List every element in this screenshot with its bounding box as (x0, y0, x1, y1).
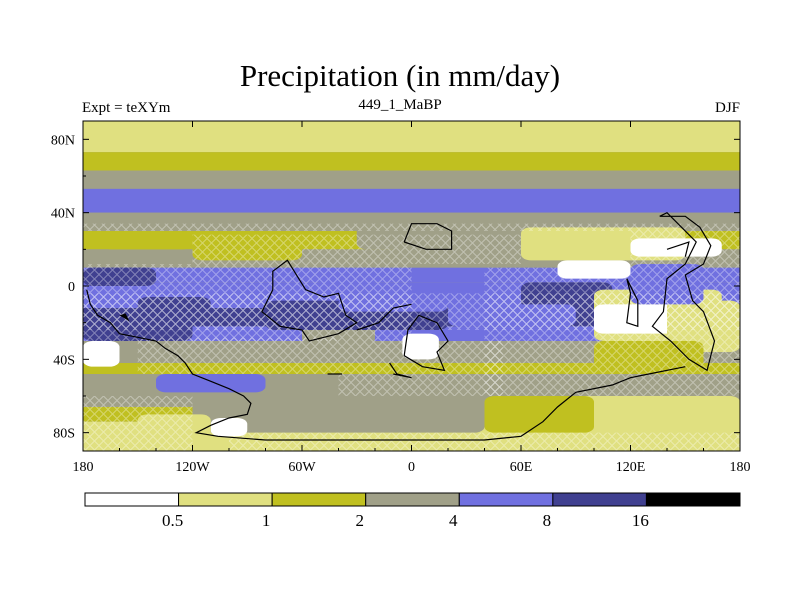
map-field (83, 121, 740, 451)
colorbar-label-3: 4 (449, 511, 458, 530)
coastline-3 (403, 314, 449, 372)
coastline-0 (86, 289, 686, 441)
precip-band-4 (83, 188, 740, 213)
significance-hatching-5 (484, 267, 740, 396)
coastline-7 (651, 211, 716, 372)
chart-title: Precipitation (in mm/day) (239, 58, 561, 93)
x-tick-label-2: 60W (288, 460, 316, 475)
precip-patch-14 (101, 231, 193, 250)
significance-hatching-4 (338, 341, 503, 396)
colorbar-label-2: 2 (355, 511, 364, 530)
coastline-6 (626, 278, 639, 328)
x-tick-label-1: 120W (175, 460, 210, 475)
y-tick-label-1: 40N (51, 207, 75, 222)
coastline-8 (666, 241, 690, 257)
precip-band-3 (83, 170, 740, 189)
significance-hatching-2 (137, 337, 339, 374)
significance-hatching-1 (83, 264, 412, 341)
significance-hatching-3 (192, 234, 521, 264)
significance-hatching-9 (83, 223, 740, 231)
precip-patch-13 (484, 396, 594, 433)
significance-hatching-8 (630, 231, 740, 268)
coastline-4 (389, 362, 412, 379)
y-tick-label-3: 40S (53, 353, 75, 368)
precip-patch-0 (83, 341, 120, 367)
colorbar: 0.5 1 2 4 8 16 (84, 492, 741, 530)
season-label: DJF (714, 100, 740, 116)
x-tick-label-3: 0 (408, 460, 415, 475)
colorbar-swatch-5 (552, 492, 647, 507)
experiment-label: Expt = teXYm (82, 100, 171, 116)
x-tick-label-6: 180 (730, 460, 751, 475)
y-tick-label-0: 80N (51, 133, 75, 148)
significance-hatching-6 (83, 396, 193, 451)
colorbar-label-1: 1 (262, 511, 271, 530)
colorbar-label-0: 0.5 (162, 511, 183, 530)
colorbar-swatch-0 (84, 492, 180, 507)
colorbar-swatch-4 (458, 492, 554, 507)
y-tick-label-4: 80S (53, 427, 75, 442)
map-axes: 180 120W 60W 0 60E 120E 180 80N 40N 0 40S 80S (51, 121, 751, 475)
colorbar-swatch-6 (645, 492, 741, 507)
wind-marker (119, 313, 130, 322)
precip-band-1 (83, 132, 740, 153)
precip-patch-9 (192, 396, 485, 433)
precip-patch-12 (557, 396, 740, 444)
colorbar-label-4: 8 (543, 511, 552, 530)
colorbar-swatch-2 (271, 492, 367, 507)
colorbar-label-5: 16 (632, 511, 649, 530)
coastline-1 (261, 259, 358, 342)
significance-hatching-7 (229, 432, 740, 451)
x-tick-label-0: 180 (73, 460, 94, 475)
colorbar-swatch-3 (365, 492, 460, 507)
x-tick-label-5: 120E (616, 460, 646, 475)
coastline-9 (356, 303, 412, 331)
colorbar-swatch-1 (178, 492, 273, 507)
period-label: 449_1_MaBP (358, 97, 442, 113)
precip-patch-10 (210, 418, 248, 437)
y-tick-label-2: 0 (68, 280, 75, 295)
x-tick-label-4: 60E (510, 460, 533, 475)
precip-band-2 (83, 152, 740, 171)
precip-patch-8 (156, 374, 266, 393)
coastline-2 (403, 223, 453, 250)
